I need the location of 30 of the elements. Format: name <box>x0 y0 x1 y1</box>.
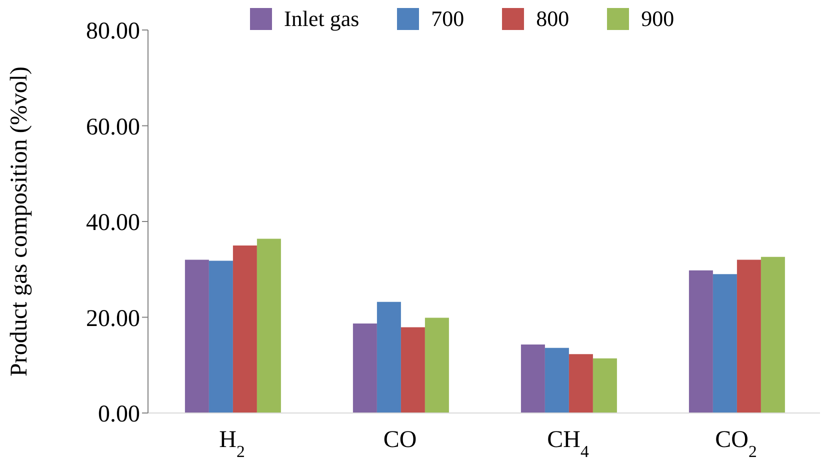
y-tick-label: 20.00 <box>86 306 140 332</box>
bar <box>400 327 425 413</box>
x-tick-label: CO <box>383 427 417 453</box>
legend-label: 900 <box>641 6 674 32</box>
legend-label: Inlet gas <box>284 6 360 32</box>
legend-label: 700 <box>431 6 464 32</box>
bar <box>424 318 449 413</box>
bar <box>232 245 257 413</box>
bar <box>760 256 785 413</box>
y-tick-label: 80.00 <box>86 18 140 45</box>
y-tick-label: 40.00 <box>86 210 140 236</box>
bar <box>712 274 737 413</box>
x-tick-label: CO$_{2}$ <box>715 427 757 460</box>
y-tick-label: 60.00 <box>86 114 140 140</box>
bar <box>376 302 401 413</box>
y-axis-title: Product gas composition (%vol) <box>6 66 33 376</box>
y-tick-label: 0.00 <box>98 402 140 428</box>
bar <box>736 260 761 413</box>
x-tick-label: H$_{2}$ <box>219 427 245 460</box>
bar <box>208 260 233 413</box>
bar <box>352 323 377 413</box>
bar <box>592 358 617 413</box>
bar <box>688 270 713 413</box>
bar <box>184 260 209 413</box>
legend-label: 800 <box>536 6 570 32</box>
x-tick-label: CH$_{4}$ <box>547 427 590 460</box>
bar <box>256 238 281 413</box>
bar <box>568 354 593 413</box>
bar <box>520 344 545 413</box>
bar <box>544 348 569 413</box>
